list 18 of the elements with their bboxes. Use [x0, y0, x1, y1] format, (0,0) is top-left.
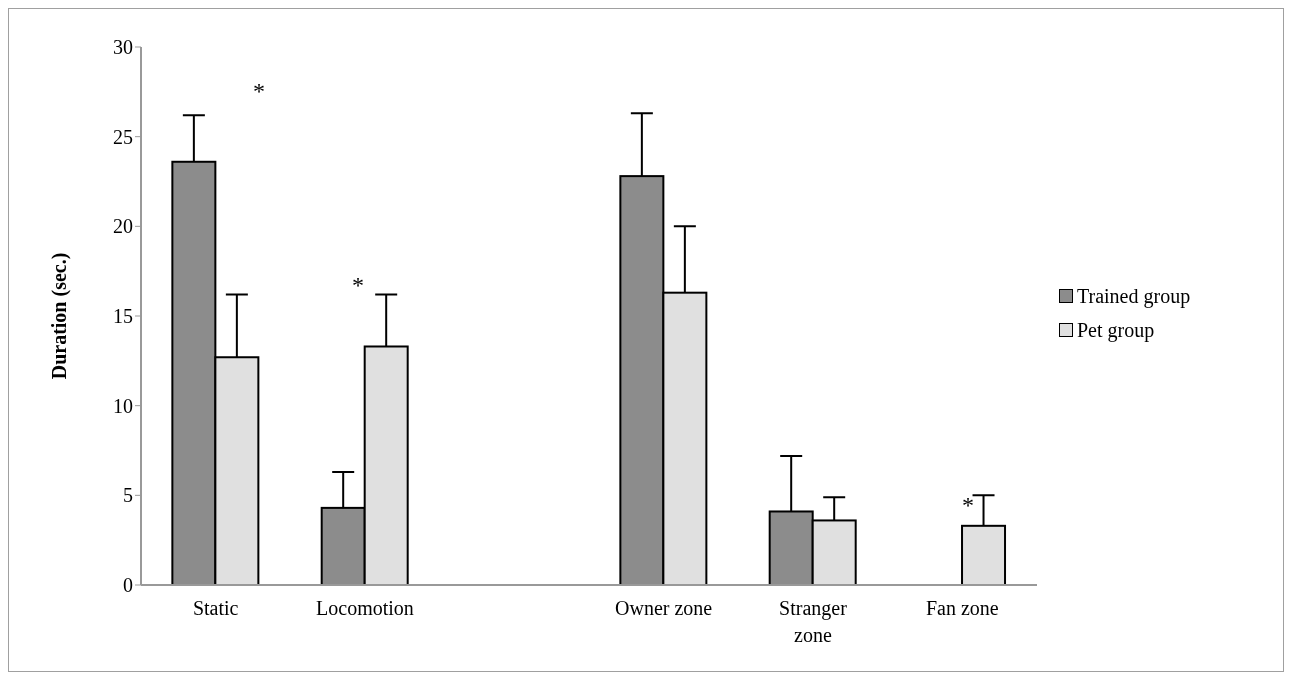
x-tick-label: Stranger zone: [779, 597, 848, 646]
x-tick-label: Locomotion: [316, 597, 414, 619]
y-tick-label: 25: [113, 125, 133, 148]
y-tick-label: 0: [123, 574, 133, 597]
y-tick-label: 5: [123, 484, 133, 507]
y-tick-label: 15: [113, 305, 133, 328]
y-tick-label: 10: [113, 394, 133, 417]
x-tick-label: Fan zone: [925, 597, 999, 619]
y-tick-label: 30: [113, 36, 133, 59]
x-tick-label: Static: [192, 597, 239, 619]
annotation: *: [962, 492, 974, 518]
legend-label: Trained group: [1077, 284, 1191, 310]
y-tick-label: 20: [113, 215, 133, 238]
legend-label: Pet group: [1077, 318, 1155, 344]
annotation: *: [352, 272, 364, 298]
annotation: *: [253, 78, 265, 104]
y-axis-title: Duration (sec.): [48, 252, 72, 380]
x-tick-label: Owner zone: [615, 597, 713, 619]
